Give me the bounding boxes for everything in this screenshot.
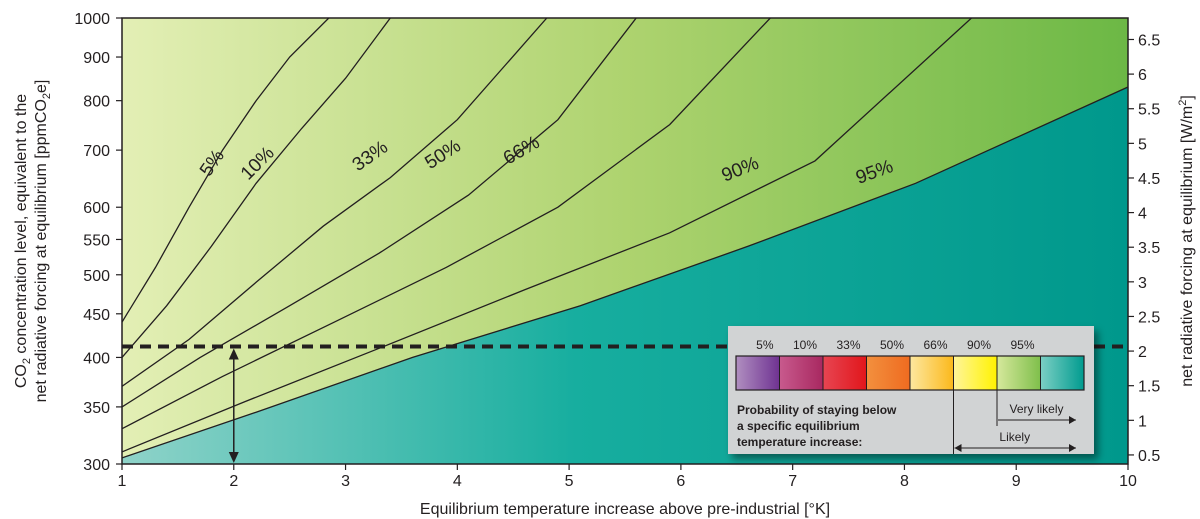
contour-line-95pct: [122, 86, 1128, 459]
x-tick-label: 5: [565, 473, 574, 490]
y-axis-title-line2: net radiative forcing at equilibrium [pp…: [33, 80, 53, 403]
x-tick-label: 1: [118, 473, 127, 490]
x-tick-label: 9: [1012, 473, 1021, 490]
y-tick-label: 350: [83, 400, 110, 417]
legend-caption-line: temperature increase:: [737, 435, 862, 449]
contour-line-33pct: [122, 18, 548, 387]
y2-tick-label: 3: [1138, 275, 1147, 292]
legend-swatch: [996, 355, 1041, 391]
y-axis-title-line1: CO2 concentration level, equivalent to t…: [13, 94, 33, 388]
x-axis-title: Equilibrium temperature increase above p…: [420, 501, 830, 518]
legend-label: 33%: [836, 338, 860, 352]
legend-label: 50%: [880, 338, 904, 352]
y-tick-label: 300: [83, 457, 110, 474]
y-tick-label: 900: [83, 50, 110, 67]
y-tick-label: 450: [83, 307, 110, 324]
legend-label: 5%: [756, 338, 774, 352]
legend-caption-line: Probability of staying below: [737, 403, 897, 417]
legend-very-likely-arrowhead: [1069, 416, 1076, 424]
x-tick-label: 4: [453, 473, 462, 490]
legend-likely-arrowhead-right: [1069, 444, 1076, 452]
contour-line-90pct: [122, 18, 972, 453]
reference-arrow-head-top: [228, 348, 239, 360]
legend-label: 90%: [967, 338, 991, 352]
contour-line-5pct: [122, 18, 330, 323]
legend-swatch: [866, 355, 911, 391]
y-tick-label: 700: [83, 143, 110, 160]
x-axis: 1 2 3 4 5 6 7 8 9 10: [118, 464, 1137, 490]
x-tick-label: 2: [229, 473, 238, 490]
x-tick-label: 3: [341, 473, 350, 490]
reference-arrow-head-bottom: [228, 452, 239, 463]
legend-likely-arrowhead-left: [954, 444, 962, 452]
y2-tick-label: 5.5: [1138, 102, 1160, 119]
y-tick-label: 1000: [74, 11, 110, 28]
y-tick-label: 400: [83, 350, 110, 367]
legend-label: 95%: [1010, 338, 1034, 352]
legend-likely-label: Likely: [999, 430, 1030, 444]
y-tick-label: 600: [83, 200, 110, 217]
legend-label: 10%: [793, 338, 817, 352]
y2-tick-label: 4.5: [1138, 171, 1160, 188]
y-axis-left: 300 350 400 450 500 550 600 700 800 900 1000: [74, 11, 122, 474]
y-tick-label: 800: [83, 94, 110, 111]
y2-tick-label: 1: [1138, 413, 1147, 430]
y2-tick-label: 6: [1138, 67, 1147, 84]
legend-label: 66%: [923, 338, 947, 352]
y-axis-right: 0.5 1 1.5 2 2.5 3 3.5 4 4.5 5 5.5 6 6.5: [1128, 32, 1160, 465]
legend-swatch: [909, 355, 954, 391]
legend-box: 5% 10% 33% 50% 66% 90% 95% Probability of stayi…: [728, 326, 1094, 454]
legend-caption-line: a specific equilibrium: [737, 419, 860, 433]
x-tick-label: 7: [788, 473, 797, 490]
legend-swatch: [735, 355, 780, 391]
legend-swatch: [779, 355, 824, 391]
y2-tick-label: 4: [1138, 206, 1147, 223]
y2-tick-label: 0.5: [1138, 448, 1160, 465]
contour-line-50pct: [122, 18, 637, 408]
legend-swatch-frame: [735, 355, 1085, 391]
y-tick-label: 550: [83, 232, 110, 249]
y2-tick-label: 2.5: [1138, 309, 1160, 326]
band-90-95: [122, 18, 1128, 458]
legend-swatch: [953, 355, 998, 391]
x-tick-label: 8: [900, 473, 909, 490]
x-tick-label: 6: [676, 473, 685, 490]
probability-bands: [122, 18, 1128, 464]
contour-line-66pct: [122, 18, 771, 430]
legend-very-likely-label: Very likely: [1009, 402, 1063, 416]
x-tick-label: 10: [1119, 473, 1137, 490]
contour-lines: [122, 18, 1128, 459]
y-tick-label: 500: [83, 268, 110, 285]
y2-tick-label: 1.5: [1138, 379, 1160, 396]
y2-tick-label: 2: [1138, 344, 1147, 361]
y2-tick-label: 6.5: [1138, 32, 1160, 49]
legend-swatch: [822, 355, 867, 391]
contour-line-10pct: [122, 18, 391, 358]
y2-tick-label: 3.5: [1138, 240, 1160, 257]
plot-frame: [121, 17, 1129, 465]
y2-axis-title: net radiative forcing at equilibrium [W/…: [1177, 95, 1196, 387]
y2-tick-label: 5: [1138, 136, 1147, 153]
legend-swatch: [1040, 355, 1085, 391]
